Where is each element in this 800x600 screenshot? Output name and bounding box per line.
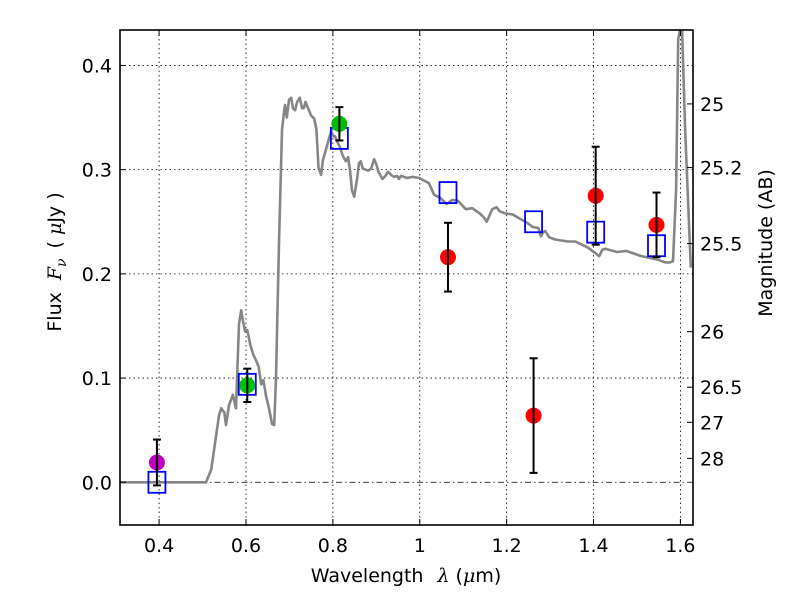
x-axis-label-symbol: λ	[436, 565, 449, 587]
model-spectrum-layer	[120, 30, 693, 484]
x-tick-label: 1.2	[492, 535, 522, 557]
y-tick-label: 0.1	[82, 368, 112, 390]
y-axis-label-subscript: ν	[54, 258, 70, 267]
y2-tick-label: 26.5	[700, 377, 742, 399]
x-axis-label: Wavelength λ (μm)	[311, 565, 501, 587]
x-tick-label: 1.4	[578, 535, 608, 557]
y2-axis-ticks: 25 25.2 25.5 26 26.5 27 28	[687, 94, 742, 470]
y-axis-label-text: Flux	[44, 292, 66, 332]
y2-tick-label: 25.2	[700, 158, 742, 180]
y-tick-label: 0.4	[82, 55, 112, 77]
y2-axis-label: Magnitude (AB)	[755, 169, 777, 317]
y-tick-label: 0.0	[82, 472, 112, 494]
model-spectrum-line	[120, 30, 693, 484]
x-tick-label: 1	[414, 535, 426, 557]
y-tick-label: 0.3	[82, 160, 112, 182]
y2-tick-label: 25.5	[700, 234, 742, 256]
data-points-layer	[147, 106, 666, 494]
y2-tick-label: 26	[700, 322, 724, 344]
x-axis-label-text: Wavelength	[311, 565, 424, 587]
model-photometry-square	[524, 210, 543, 234]
x-tick-label: 0.6	[231, 535, 261, 557]
y-axis-label-symbol: F	[44, 266, 66, 281]
x-axis-label-unit-mu: μ	[463, 565, 475, 587]
y2-tick-label: 25	[700, 94, 724, 116]
plot-frame	[119, 29, 694, 526]
y-axis-label-unit-open: (	[44, 241, 66, 248]
x-tick-label: 0.4	[144, 535, 174, 557]
y2-tick-label: 27	[700, 412, 724, 434]
grid-lines	[120, 30, 693, 525]
y-tick-label: 0.2	[82, 264, 112, 286]
x-axis-label-unit-rest: m)	[475, 565, 501, 587]
y-axis-label-unit-mu: μ	[44, 223, 66, 235]
y-axis-ticks: 0.0 0.1 0.2 0.3 0.4	[82, 55, 126, 494]
model-photometry-square	[438, 181, 458, 204]
x-tick-label: 1.6	[665, 535, 695, 557]
y-axis-label-unit-rest: Jy )	[44, 192, 66, 223]
x-axis-label-unit-open: (	[456, 565, 463, 587]
y2-tick-label: 28	[700, 448, 724, 470]
y-axis-label: Flux Fν ( μJy )	[44, 192, 70, 331]
x-tick-label: 0.8	[318, 535, 348, 557]
x-axis-ticks: 0.4 0.6 0.8 1 1.2 1.4 1.6	[144, 30, 696, 557]
